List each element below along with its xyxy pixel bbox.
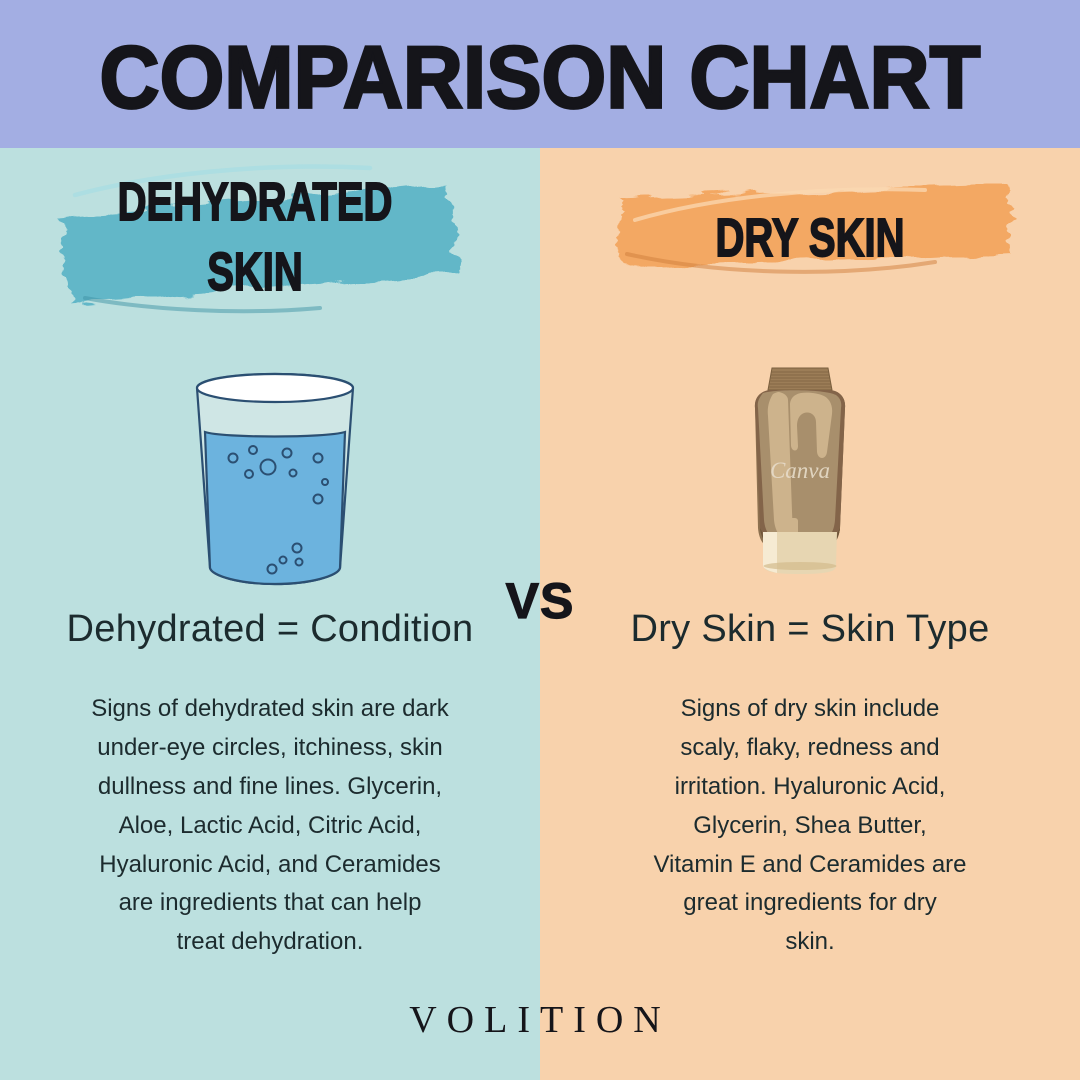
svg-text:Canva: Canva [770, 458, 830, 483]
